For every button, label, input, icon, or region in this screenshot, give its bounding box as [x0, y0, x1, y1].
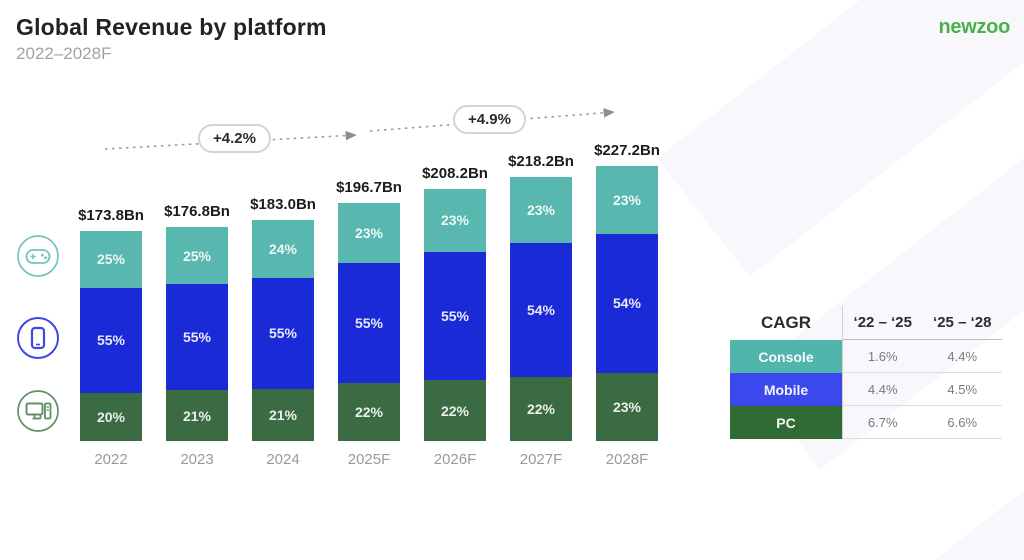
growth-badge-2022-2025: +4.2%: [198, 124, 271, 153]
x-axis-label: 2026F: [433, 451, 477, 468]
segment-console-2025F: 23%: [338, 203, 400, 263]
segment-console-2027F: 23%: [510, 177, 572, 244]
segment-percent-label: 23%: [526, 202, 556, 219]
segment-percent-label: 54%: [612, 295, 642, 312]
segment-pc-2027F: 22%: [510, 377, 572, 441]
bar-total-label: $183.0Bn: [250, 196, 316, 213]
growth-badge-2025-2028: +4.9%: [453, 105, 526, 134]
bar-total-label: $218.2Bn: [508, 153, 574, 170]
segment-console-2028F: 23%: [596, 166, 658, 235]
cagr-table-title: CAGR: [730, 306, 843, 340]
bar-2023: 25% 55% 21%: [166, 227, 228, 441]
pc-cagr-25-28: 6.6%: [922, 406, 1002, 439]
bar-total-label: $208.2Bn: [422, 165, 488, 182]
segment-percent-label: 55%: [268, 325, 298, 342]
bar-2022: 25% 55% 20%: [80, 231, 142, 441]
pc-row-label: PC: [730, 406, 843, 439]
segment-percent-label: 54%: [526, 302, 556, 319]
segment-mobile-2023: 55%: [166, 284, 228, 391]
cagr-col-22-25: ‘22 – ‘25: [843, 306, 923, 340]
bar-total-label: $196.7Bn: [336, 179, 402, 196]
segment-mobile-2025F: 55%: [338, 262, 400, 384]
gamepad-icon: [17, 235, 59, 277]
segment-percent-label: 55%: [440, 308, 470, 325]
segment-console-2023: 25%: [166, 227, 228, 285]
page-title: Global Revenue by platform: [16, 14, 327, 40]
segment-percent-label: 55%: [96, 332, 126, 349]
cagr-table: CAGR ‘22 – ‘25 ‘25 – ‘28 Console 1.6% 4.…: [730, 306, 1002, 439]
segment-percent-label: 21%: [182, 407, 212, 424]
segment-percent-label: 20%: [96, 408, 126, 425]
bar-total-label: $176.8Bn: [164, 203, 230, 220]
segment-percent-label: 23%: [354, 224, 384, 241]
segment-mobile-2024: 55%: [252, 277, 314, 389]
bar-2024: 24% 55% 21%: [252, 220, 314, 441]
segment-mobile-2026F: 55%: [424, 251, 486, 381]
segment-percent-label: 25%: [96, 251, 126, 268]
bar-2028F: 23% 54% 23%: [596, 166, 658, 441]
mobile-cagr-25-28: 4.5%: [922, 373, 1002, 406]
page-subtitle: 2022–2028F: [16, 44, 112, 63]
segment-mobile-2022: 55%: [80, 287, 142, 393]
mobile-cagr-22-25: 4.4%: [843, 373, 923, 406]
cagr-table-header: CAGR ‘22 – ‘25 ‘25 – ‘28: [730, 306, 1002, 340]
segment-percent-label: 55%: [354, 314, 384, 331]
segment-percent-label: 22%: [354, 404, 384, 421]
x-axis-label: 2027F: [519, 451, 563, 468]
console-row-label: Console: [730, 340, 843, 373]
x-axis-label: 2025F: [347, 451, 391, 468]
segment-console-2024: 24%: [252, 220, 314, 278]
bar-2026F: 23% 55% 22%: [424, 189, 486, 441]
cagr-col-25-28: ‘25 – ‘28: [922, 306, 1002, 340]
segment-pc-2023: 21%: [166, 390, 228, 441]
console-cagr-22-25: 1.6%: [843, 340, 923, 373]
segment-pc-2025F: 22%: [338, 383, 400, 441]
segment-percent-label: 23%: [612, 398, 642, 415]
segment-percent-label: 23%: [612, 192, 642, 209]
x-axis-label: 2023: [180, 451, 214, 468]
segment-percent-label: 55%: [182, 329, 212, 346]
bar-2025F: 23% 55% 22%: [338, 203, 400, 441]
bar-total-label: $227.2Bn: [594, 142, 660, 159]
segment-pc-2028F: 23%: [596, 372, 658, 441]
bar-2027F: 23% 54% 22%: [510, 177, 572, 441]
segment-mobile-2028F: 54%: [596, 234, 658, 373]
pc-cagr-22-25: 6.7%: [843, 406, 923, 439]
segment-pc-2026F: 22%: [424, 380, 486, 441]
smartphone-icon: [17, 317, 59, 359]
table-row-console: Console 1.6% 4.4%: [730, 340, 1002, 373]
newzoo-logo: newzoo: [938, 16, 1010, 38]
table-row-mobile: Mobile 4.4% 4.5%: [730, 373, 1002, 406]
growth-arrows: [104, 108, 615, 150]
segment-pc-2024: 21%: [252, 388, 314, 441]
bar-total-label: $173.8Bn: [78, 207, 144, 224]
segment-percent-label: 24%: [268, 240, 298, 257]
table-row-pc: PC 6.7% 6.6%: [730, 406, 1002, 439]
segment-console-2026F: 23%: [424, 189, 486, 252]
segment-mobile-2027F: 54%: [510, 243, 572, 377]
growth-arrow-line-2: [369, 108, 615, 132]
mobile-row-label: Mobile: [730, 373, 843, 406]
segment-percent-label: 22%: [440, 402, 470, 419]
desktop-pc-icon: [17, 390, 59, 432]
segment-console-2022: 25%: [80, 231, 142, 288]
segment-percent-label: 22%: [526, 401, 556, 417]
segment-percent-label: 25%: [182, 247, 212, 264]
console-cagr-25-28: 4.4%: [922, 340, 1002, 373]
segment-percent-label: 23%: [440, 212, 470, 229]
x-axis-label: 2028F: [605, 451, 649, 468]
x-axis-label: 2022: [94, 451, 128, 468]
segment-pc-2022: 20%: [80, 392, 142, 441]
segment-percent-label: 21%: [268, 406, 298, 423]
x-axis-label: 2024: [266, 451, 300, 468]
